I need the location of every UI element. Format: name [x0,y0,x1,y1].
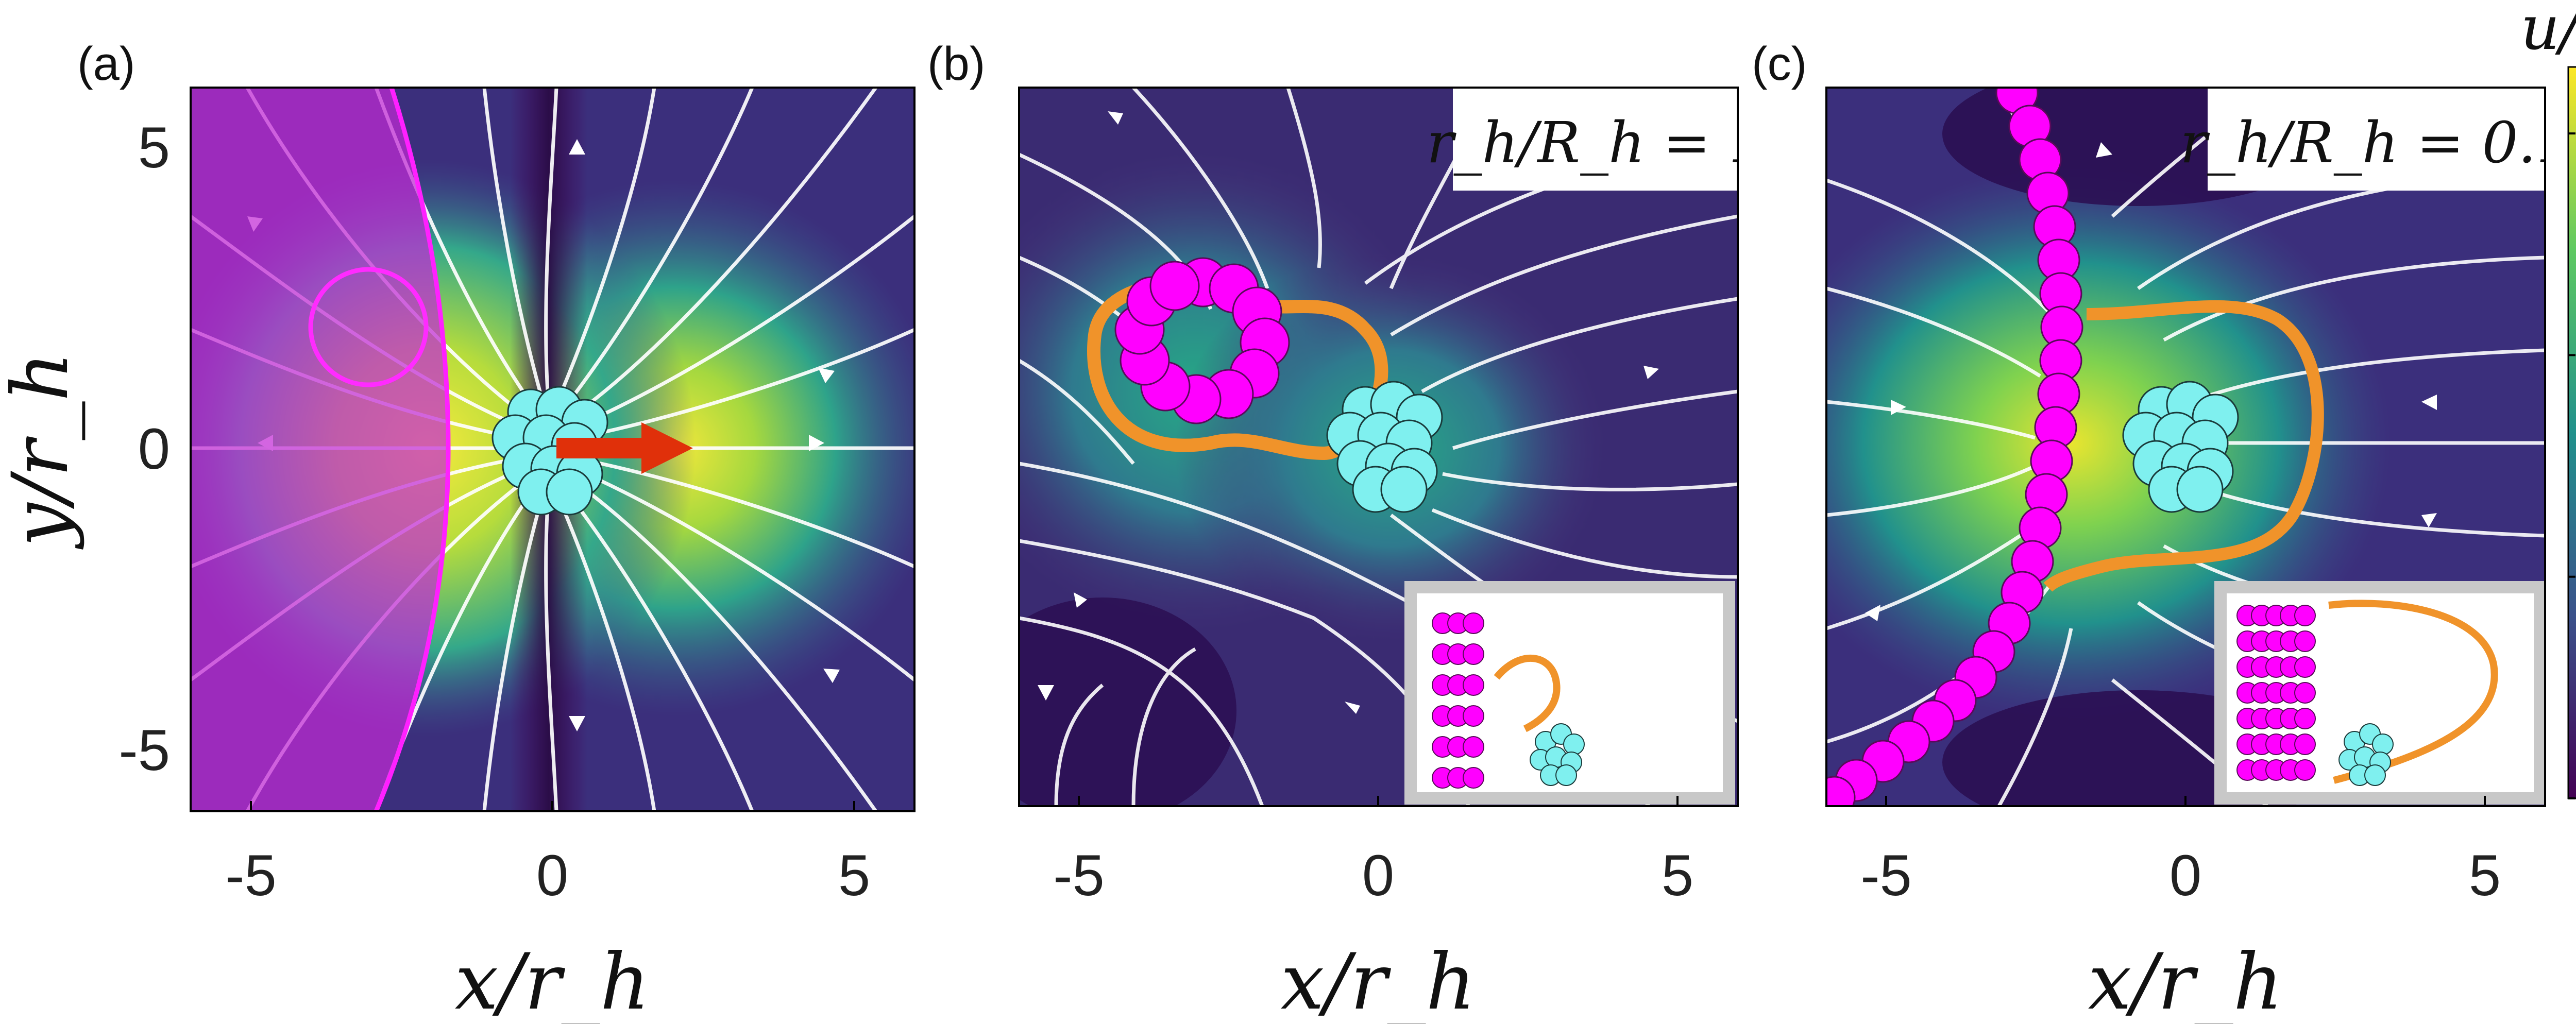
panel-a-xlabel: x/r_h [455,937,650,1024]
panel-a-y-ticks: 5 0 -5 [118,115,170,782]
panel-a-boundary-edge [374,88,451,811]
panel-a-boundary [191,88,448,811]
panel-b-ring-obstacle [1114,257,1290,424]
panel-c-annotation: r_h/R_h = 0.1 [2180,110,2572,176]
panel-a-ytick-label: 5 [138,115,170,180]
panel-a-small-sphere [308,267,429,387]
panel-c-label: (c) [1752,38,1807,90]
panel-c-xtick-label: -5 [1860,843,1912,908]
panel-c-trajectory [2043,300,2324,592]
panel-a-xtick-label: -5 [225,843,277,908]
panel-b-x-ticks: -5 0 5 [1053,796,1693,908]
panel-a-ylabel: y/r_h [0,352,86,550]
panel-a-x-ticks: -5 0 5 [225,801,870,908]
panel-b-xtick-label: 5 [1662,843,1693,908]
panel-c-inset-trajectory [2328,600,2498,784]
panel-a-direction-arrow [556,422,693,474]
panel-c-xtick-label: 0 [2170,843,2201,908]
panel-b-inset-trajectory [1494,655,1561,732]
colorbar-title: u/V_0 [2520,0,2576,63]
panel-b-label: (b) [927,38,985,90]
panel-b-plot-area: r_h/R_h = 1 [1019,88,1765,806]
panel-b-annotation: r_h/R_h = 1 [1427,110,1765,176]
panel-b-inset [1404,581,1735,805]
panel-b-inset-wall [1432,612,1484,789]
panel-a-xtick-label: 5 [838,843,870,908]
panel-b-inset-cluster [1530,723,1585,786]
panel-a-label: (a) [77,38,135,90]
panel-a-plot-area [191,88,914,811]
panel-c-inset-cluster [2338,723,2394,786]
panel-b-xlabel: x/r_h [1281,937,1476,1024]
panel-a-ytick-label: -5 [118,718,170,782]
panel-b-cluster [1326,381,1443,513]
panel-a: -5 0 5 5 0 -5 (a) x/r_h y/r_h [0,38,916,1024]
panel-a-xtick-label: 0 [536,843,568,908]
panel-c-xtick-label: 5 [2469,843,2501,908]
panel-c-annotation-box [2208,88,2545,191]
panel-c-plot-area: r_h/R_h = 0.1 [1826,88,2572,806]
panel-b: r_h/R_h = 1 [927,38,1765,1024]
panel-c-cluster [2122,381,2239,513]
panel-c-inset-wall [2236,605,2316,781]
panel-c-x-ticks: -5 0 5 [1860,796,2501,908]
panel-c: r_h/R_h = 0.1 [1752,38,2572,1024]
colorbar-ticks: 0123 [2568,132,2575,799]
panel-b-annotation-box [1453,88,1738,191]
colorbar-bar [2567,66,2576,799]
colorbar: u/V_0 0123 [2520,0,2576,799]
panel-b-xtick-label: 0 [1362,843,1394,908]
panel-c-wall [1826,88,2083,806]
panel-b-xtick-label: -5 [1053,843,1105,908]
panel-c-xlabel: x/r_h [2088,937,2283,1024]
panel-a-ytick-label: 0 [138,417,170,481]
panel-c-inset [2214,581,2545,805]
panel-b-dark-corner [1019,598,1236,806]
